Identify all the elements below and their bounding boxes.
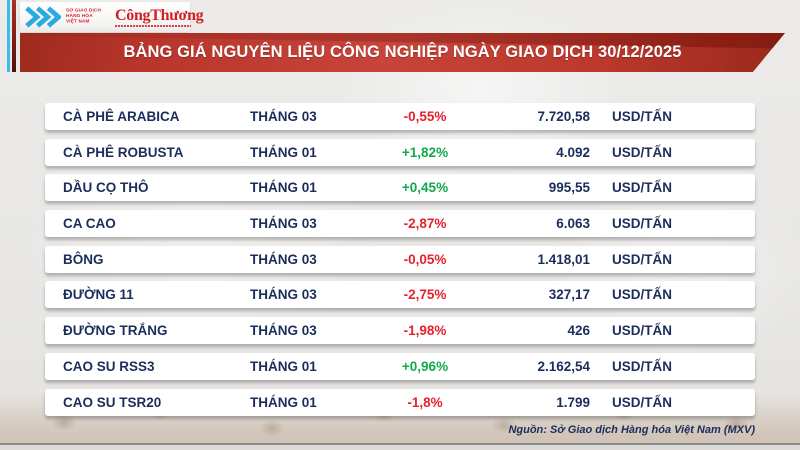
contract-month: THÁNG 01 [250, 394, 317, 410]
table-row: CÀ PHÊ ARABICA THÁNG 03 -0,55% 7.720,58 … [45, 103, 755, 130]
change-percent: -1,8% [407, 394, 443, 410]
change-percent: +0,96% [401, 358, 449, 374]
congthuong-logo: CôngThương [115, 6, 204, 27]
price-unit: USD/TẤN [612, 394, 672, 410]
price-value: 2.162,54 [537, 358, 590, 374]
price-value: 1.799 [556, 394, 590, 410]
price-value: 995,55 [548, 180, 590, 196]
logo-box: SỞ GIAO DỊCH HÀNG HÓA VIỆT NAM CôngThươn… [20, 2, 204, 32]
table-row: BÔNG THÁNG 03 -0,05% 1.418,01 USD/TẤN [45, 245, 755, 273]
congthuong-wordmark: CôngThương [115, 6, 204, 24]
commodity-name: ĐƯỜNG TRẮNG [63, 323, 168, 339]
table-row: DẦU CỌ THÔ THÁNG 01 +0,45% 995,55 USD/TẤ… [45, 174, 755, 202]
congthuong-tagline-strip [115, 24, 191, 27]
price-unit: USD/TẤN [612, 216, 672, 232]
price-value: 4.092 [556, 144, 590, 160]
table-row: CA CAO THÁNG 03 -2,87% 6.063 USD/TẤN [45, 210, 755, 238]
commodity-name: CA CAO [63, 216, 116, 232]
price-value: 6.063 [556, 216, 590, 232]
commodity-name: CÀ PHÊ ROBUSTA [63, 144, 184, 160]
table-row: ĐƯỜNG 11 THÁNG 03 -2,75% 327,17 USD/TẤN [45, 281, 755, 309]
table-row: ĐƯỜNG TRẮNG THÁNG 03 -1,98% 426 USD/TẤN [45, 317, 755, 345]
price-unit: USD/TẤN [612, 323, 672, 339]
price-unit: USD/TẤN [612, 180, 672, 196]
change-percent: -2,75% [403, 287, 447, 303]
price-unit: USD/TẤN [612, 144, 672, 160]
contract-month: THÁNG 03 [250, 109, 317, 124]
commodity-name: DẦU CỌ THÔ [63, 180, 149, 196]
contract-month: THÁNG 03 [250, 287, 317, 303]
price-value: 426 [567, 323, 590, 339]
price-unit: USD/TẤN [612, 358, 672, 374]
table-row: CÀ PHÊ ROBUSTA THÁNG 01 +1,82% 4.092 USD… [45, 138, 755, 166]
contract-month: THÁNG 01 [250, 358, 317, 374]
commodity-name: CAO SU TSR20 [63, 394, 162, 410]
title-banner: BẢNG GIÁ NGUYÊN LIỆU CÔNG NGHIỆP NGÀY GI… [20, 33, 785, 72]
left-accent-stripe-cyan [7, 0, 10, 72]
change-percent: -2,87% [403, 216, 447, 232]
commodity-name: ĐƯỜNG 11 [63, 287, 134, 303]
contract-month: THÁNG 03 [250, 251, 317, 267]
price-unit: USD/TẤN [612, 287, 672, 303]
change-percent: -0,55% [403, 109, 447, 124]
price-unit: USD/TẤN [612, 109, 672, 124]
commodity-name: CAO SU RSS3 [63, 358, 155, 374]
commodity-name: CÀ PHÊ ARABICA [63, 109, 180, 124]
mxv-logo-text: SỞ GIAO DỊCH HÀNG HÓA VIỆT NAM [66, 8, 101, 25]
commodity-name: BÔNG [63, 251, 104, 267]
contract-month: THÁNG 03 [250, 323, 317, 339]
price-value: 1.418,01 [537, 251, 590, 267]
price-table: CÀ PHÊ ARABICA THÁNG 03 -0,55% 7.720,58 … [45, 103, 755, 416]
change-percent: -0,05% [403, 251, 447, 267]
contract-month: THÁNG 03 [250, 216, 317, 232]
price-unit: USD/TẤN [612, 251, 672, 267]
bottom-edge-strip [0, 443, 800, 450]
table-row: CAO SU RSS3 THÁNG 01 +0,96% 2.162,54 USD… [45, 352, 755, 380]
contract-month: THÁNG 01 [250, 144, 317, 160]
contract-month: THÁNG 01 [250, 180, 317, 196]
mxv-chevron-icon [25, 6, 61, 28]
price-value: 7.720,58 [537, 109, 590, 124]
change-percent: -1,98% [403, 323, 447, 339]
change-percent: +0,45% [401, 180, 449, 196]
left-accent-stripe-maroon [12, 0, 16, 72]
source-caption: Nguồn: Sở Giao dịch Hàng hóa Việt Nam (M… [508, 424, 755, 436]
change-percent: +1,82% [401, 144, 449, 160]
table-row: CAO SU TSR20 THÁNG 01 -1,8% 1.799 USD/TẤ… [45, 388, 755, 416]
price-value: 327,17 [548, 287, 590, 303]
page-title: BẢNG GIÁ NGUYÊN LIỆU CÔNG NGHIỆP NGÀY GI… [123, 43, 682, 61]
